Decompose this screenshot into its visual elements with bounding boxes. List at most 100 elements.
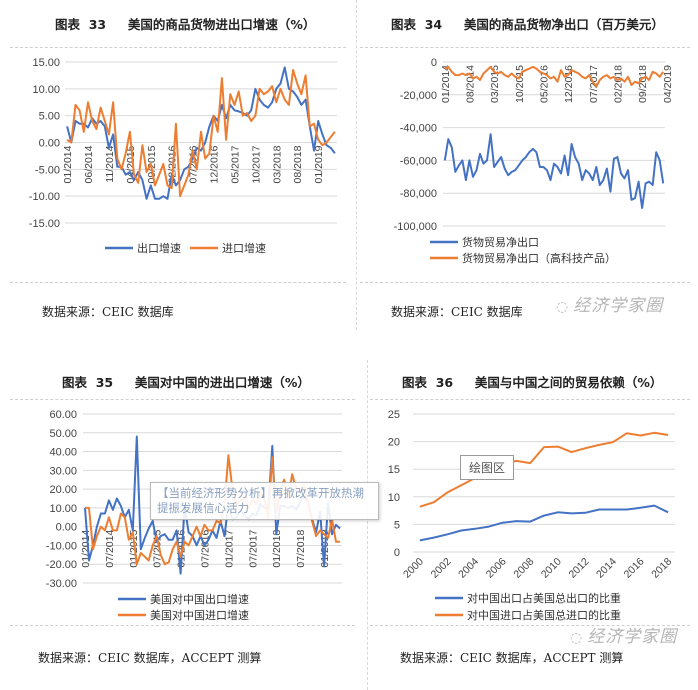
c33-y-tick-label: -10.00 [29, 191, 60, 203]
c35-y-tick-label: -30.00 [46, 578, 77, 590]
c36-x-tick-label: 2016 [622, 556, 647, 581]
c35-y-tick-label: 10.00 [49, 503, 77, 515]
c36-legend-label: 对中国进口占美国总进口的比重 [467, 608, 621, 622]
c35-legend-label: 美国对中国出口增速 [150, 592, 249, 606]
c33-y-tick-label: 10.00 [32, 84, 60, 96]
chart-36-source: 数据来源：CEIC 数据库，ACCEPT 测算 [400, 651, 624, 665]
divider [10, 47, 346, 48]
c36-x-tick-label: 2000 [401, 556, 426, 581]
c33-y-tick-label: -5.00 [35, 164, 60, 176]
c33-legend-label: 进口增速 [222, 241, 266, 255]
article-tooltip[interactable]: 【当前经济形势分析】再掀改革开放热潮 提振发展信心活力 [150, 482, 379, 520]
c36-x-tick-label: 2018 [649, 556, 674, 581]
c36-series-line-1 [419, 504, 669, 542]
c35-y-tick-label: 40.00 [49, 447, 77, 459]
c36-y-tick-label: 20 [388, 437, 400, 449]
c34-x-tick-label: 09/2018 [637, 65, 649, 103]
c33-x-tick-label: 11/2014 [104, 145, 116, 182]
c34-y-tick-label: 0 [431, 57, 437, 69]
c33-x-tick-label: 10/2017 [250, 145, 262, 183]
c34-y-tick-label: -20,000 [400, 90, 437, 102]
c33-x-tick-label: 03/2018 [271, 145, 283, 183]
c33-legend-label: 出口增速 [137, 241, 181, 255]
c36-x-tick-label: 2006 [484, 556, 509, 581]
c35-y-tick-label: -10.00 [46, 540, 77, 552]
c35-x-tick-label: 01/2018 [271, 530, 283, 568]
c34-legend-label: 货物贸易净出口（高科技产品） [462, 251, 616, 265]
c33-y-tick-label: 5.00 [39, 111, 60, 123]
c33-y-tick-label: 0.00 [39, 138, 60, 150]
chart-35-title: 图表 35 美国对中国的进出口增速（%） [62, 375, 310, 390]
c34-x-tick-label: 08/2014 [464, 65, 476, 103]
c34-y-tick-label: -40,000 [400, 123, 437, 135]
c36-x-tick-label: 2004 [456, 556, 481, 581]
chart-33-title: 图表 33 美国的商品货物进出口增速（%） [55, 17, 316, 32]
c34-x-tick-label: 01/2014 [440, 65, 452, 103]
c34-y-tick-label: -60,000 [400, 155, 437, 167]
c34-x-tick-label: 02/2018 [612, 65, 624, 103]
c34-y-tick-label: -80,000 [400, 188, 437, 200]
watermark: ◌ 经济学家圈 [570, 627, 677, 648]
divider [370, 625, 690, 626]
c35-y-tick-label: 0.00 [56, 522, 77, 534]
chart-35-source: 数据来源：CEIC 数据库，ACCEPT 测算 [38, 651, 262, 665]
divider-vertical [367, 360, 368, 690]
c35-y-tick-label: 30.00 [49, 465, 77, 477]
plot-area-label: 绘图区 [460, 455, 515, 480]
c33-x-tick-label: 01/2019 [313, 145, 325, 183]
c35-x-tick-label: 07/2014 [104, 530, 116, 568]
c33-y-tick-label: -15.00 [29, 218, 60, 230]
divider [370, 399, 690, 400]
c34-legend-label: 货物贸易净出口 [462, 235, 539, 249]
chart-36-title: 图表 36 美国与中国之间的贸易依赖（%） [402, 375, 663, 390]
c33-x-tick-label: 12/2016 [209, 145, 221, 183]
chart-34-source: 数据来源：CEIC 数据库 [391, 305, 523, 319]
c33-x-tick-label: 06/2014 [83, 145, 95, 183]
wechat-icon: ◌ [556, 299, 570, 315]
c35-y-tick-label: 50.00 [49, 428, 77, 440]
c36-legend-label: 对中国出口占美国总出口的比重 [467, 591, 621, 605]
c36-x-tick-label: 2008 [511, 556, 536, 581]
c36-x-tick-label: 2014 [594, 556, 619, 581]
c34-x-tick-label: 05/2016 [538, 65, 550, 103]
divider-vertical [356, 0, 357, 330]
c36-y-tick-label: 10 [388, 492, 400, 504]
c34-series-line-1 [443, 133, 665, 209]
divider [10, 399, 355, 400]
c36-series-line-2 [419, 431, 669, 508]
c36-y-tick-label: 15 [388, 464, 400, 476]
c35-legend-label: 美国对中国进口增速 [150, 608, 249, 622]
c36-y-tick-label: 5 [394, 519, 400, 531]
watermark-text: 经济学家圈 [587, 627, 678, 647]
c34-y-tick-label: -100,000 [394, 221, 437, 233]
c35-y-tick-label: -20.00 [46, 559, 77, 571]
c35-x-tick-label: 01/2014 [80, 530, 92, 568]
divider [360, 47, 690, 48]
c33-y-tick-label: 15.00 [32, 57, 60, 69]
c36-x-tick-label: 2012 [566, 556, 591, 581]
c35-x-tick-label: 07/2017 [247, 530, 259, 568]
c36-y-tick-label: 0 [394, 547, 400, 559]
c33-x-tick-label: 08/2018 [292, 145, 304, 183]
c34-x-tick-label: 10/2015 [514, 65, 526, 103]
c34-x-tick-label: 12/2016 [563, 65, 575, 103]
c36-y-tick-label: 25 [388, 409, 400, 421]
c35-y-tick-label: 20.00 [49, 484, 77, 496]
watermark-text: 经济学家圈 [573, 296, 664, 316]
wechat-icon: ◌ [570, 630, 584, 646]
divider [10, 625, 355, 626]
c36-x-tick-label: 2010 [539, 556, 564, 581]
chart-33-source: 数据来源：CEIC 数据库 [42, 305, 174, 319]
c34-series-line-2 [444, 65, 665, 88]
c33-x-tick-label: 01/2014 [62, 145, 74, 183]
c33-x-tick-label: 07/2016 [188, 145, 200, 183]
c33-x-tick-label: 05/2017 [229, 145, 241, 183]
watermark: ◌ 经济学家圈 [556, 296, 663, 317]
divider [10, 282, 346, 283]
divider [360, 282, 690, 283]
c35-y-tick-label: 60.00 [49, 409, 77, 421]
c35-x-tick-label: 07/2018 [295, 530, 307, 568]
c33-series-line-2 [66, 69, 336, 198]
c34-x-tick-label: 03/2015 [489, 65, 501, 103]
c35-x-tick-label: 01/2017 [223, 530, 235, 568]
